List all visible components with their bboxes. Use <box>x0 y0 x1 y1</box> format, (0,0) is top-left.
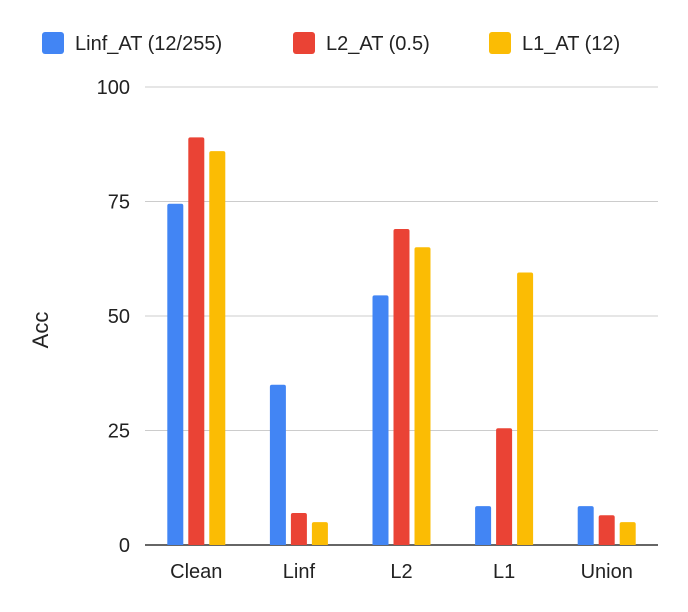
bar-l2-series-2 <box>414 247 431 546</box>
bar-clean-series-2 <box>209 151 226 545</box>
x-tick-label: L2 <box>390 561 412 583</box>
y-axis-ticks: 0 25 50 75 100 <box>97 77 130 557</box>
x-tick-label: Union <box>581 561 633 583</box>
bar-union-series-2 <box>619 522 636 545</box>
legend: Linf_AT (12/255) L2_AT (0.5) L1_AT (12) <box>42 32 620 55</box>
bar-l2-series-1 <box>393 228 410 546</box>
bars <box>167 137 636 546</box>
legend-swatch <box>489 32 511 54</box>
bar-clean-series-1 <box>188 137 205 545</box>
legend-swatch <box>293 32 315 54</box>
bar-clean-series-0 <box>167 203 184 546</box>
bar-l1-series-1 <box>496 428 513 545</box>
bar-linf-series-0 <box>269 384 286 545</box>
legend-label: L1_AT (12) <box>522 33 620 55</box>
bar-l2-series-0 <box>372 295 389 545</box>
x-tick-label: Linf <box>283 561 316 583</box>
y-tick-label: 75 <box>108 192 130 214</box>
legend-label: Linf_AT (12/255) <box>75 33 222 55</box>
bar-l1-series-0 <box>475 506 492 545</box>
y-tick-label: 100 <box>97 77 130 99</box>
x-axis-ticks: Clean Linf L2 L1 Union <box>170 561 633 583</box>
y-tick-label: 50 <box>108 306 130 328</box>
bar-union-series-1 <box>598 515 615 545</box>
legend-swatch <box>42 32 64 54</box>
legend-label: L2_AT (0.5) <box>326 33 430 55</box>
x-tick-label: L1 <box>493 561 515 583</box>
bar-l1-series-2 <box>517 272 534 545</box>
bar-linf-series-1 <box>290 512 307 545</box>
y-axis-title: Acc <box>28 312 53 349</box>
x-tick-label: Clean <box>170 561 222 583</box>
y-tick-label: 0 <box>119 535 130 557</box>
bar-linf-series-2 <box>311 522 328 545</box>
bar-union-series-0 <box>577 506 594 545</box>
y-tick-label: 25 <box>108 421 130 443</box>
